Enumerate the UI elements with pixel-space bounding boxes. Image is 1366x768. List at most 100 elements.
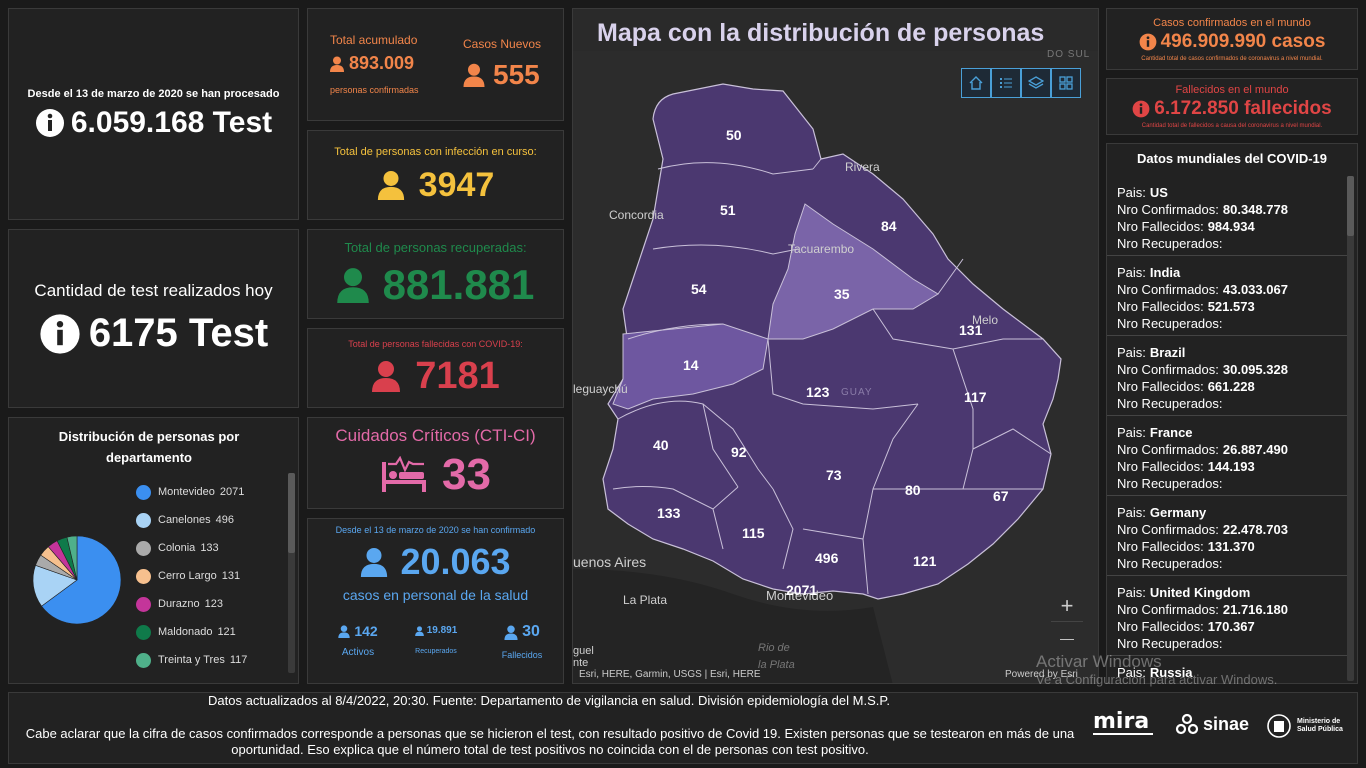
map-count-canelones[interactable]: 496: [815, 550, 839, 566]
basemap-button[interactable]: [1051, 68, 1081, 98]
pie-legend-item[interactable]: Maldonado 121: [136, 618, 276, 646]
pie-legend-item[interactable]: Cerro Largo 131: [136, 562, 276, 590]
recovered-panel: Total de personas recuperadas: 881.881: [307, 229, 564, 319]
country-field: Nro Fallecidos: 984.934: [1117, 218, 1341, 235]
country-field: Pais: France: [1117, 424, 1341, 441]
country-item[interactable]: Pais: India Nro Confirmados: 43.033.067 Nro …: [1107, 256, 1351, 336]
health-staff-sublabel: casos en personal de la salud: [342, 587, 529, 603]
map-canvas[interactable]: [573, 9, 1099, 684]
recovered-label: Total de personas recuperadas:: [344, 239, 527, 255]
map-count-tacuarembo[interactable]: 35: [834, 286, 850, 302]
world-data-scrollbar[interactable]: [1347, 176, 1354, 681]
active-value: 3947: [418, 165, 495, 204]
pie-legend-scrollbar[interactable]: [288, 473, 295, 673]
country-field: Pais: India: [1117, 264, 1341, 281]
legend-button[interactable]: [991, 68, 1021, 98]
country-field: Pais: United Kingdom: [1117, 584, 1341, 601]
zoom-in-button[interactable]: +: [1051, 590, 1083, 622]
country-field: Nro Confirmados: 80.348.778: [1117, 201, 1341, 218]
map-count-salto[interactable]: 51: [720, 202, 736, 218]
map-count-cerro-largo[interactable]: 131: [959, 322, 983, 338]
country-field-value: United Kingdom: [1149, 585, 1251, 600]
map-count-treinta-y-tres[interactable]: 117: [964, 389, 987, 405]
pie-slice[interactable]: [66, 535, 78, 581]
country-field: Pais: Brazil: [1117, 344, 1341, 361]
country-field-label: Nro Recuperados:: [1117, 556, 1223, 571]
map-count-lavalleja[interactable]: 80: [905, 482, 921, 498]
active-label: Total de personas con infección en curso…: [334, 145, 537, 158]
mira-logo: mira: [1093, 711, 1153, 735]
footer-panel: Datos actualizados al 8/4/2022, 20:30. F…: [8, 692, 1358, 764]
legend-label: Durazno: [158, 598, 200, 610]
map-powered[interactable]: Powered by Esri: [1005, 669, 1078, 680]
map-count-soriano[interactable]: 40: [653, 437, 669, 453]
map-count-durazno[interactable]: 123: [806, 384, 830, 400]
legend-value: 117: [229, 654, 248, 666]
country-field-value: 26.887.490: [1222, 442, 1288, 457]
pie-chart[interactable]: [27, 530, 127, 630]
country-field: Pais: US: [1117, 184, 1341, 201]
world-data-scroll-thumb[interactable]: [1347, 176, 1354, 236]
country-item[interactable]: Pais:RussiaNro Confirmados:17.707.591Nro…: [1107, 656, 1351, 683]
country-field-value: 521.573: [1207, 299, 1255, 314]
map-count-artigas[interactable]: 50: [726, 127, 742, 143]
country-field-value: 30.095.328: [1222, 362, 1288, 377]
pie-legend-item[interactable]: Canelones 496: [136, 506, 276, 534]
country-field-value: US: [1149, 185, 1168, 200]
country-field-label: Nro Recuperados:: [1117, 316, 1223, 331]
pie-legend-item[interactable]: Montevideo 2071: [136, 478, 276, 506]
layers-button[interactable]: [1021, 68, 1051, 98]
country-field-label: Nro Fallecidos:: [1117, 619, 1204, 634]
legend-swatch: [136, 540, 151, 556]
map-count-san-jose[interactable]: 115: [742, 525, 765, 541]
map-count-flores[interactable]: 92: [731, 444, 747, 460]
map-count-rio-negro[interactable]: 14: [683, 357, 699, 373]
pie-legend-item[interactable]: Durazno 123: [136, 590, 276, 618]
map-count-maldonado[interactable]: 121: [913, 553, 937, 569]
accumulated-value: 893.009: [349, 53, 415, 73]
country-field: Nro Recuperados:: [1117, 395, 1341, 412]
country-item[interactable]: Pais: US Nro Confirmados: 80.348.778 Nro Fal…: [1107, 176, 1351, 256]
country-field-label: Nro Fallecidos:: [1117, 539, 1204, 554]
tacuarembo-region[interactable]: [767, 203, 939, 340]
map-count-colonia[interactable]: 133: [657, 505, 681, 521]
country-field-value: India: [1149, 265, 1181, 280]
country-field: Nro Fallecidos: 170.367: [1117, 618, 1341, 635]
country-item[interactable]: Pais: Germany Nro Confirmados: 22.478.703 Nr…: [1107, 496, 1351, 576]
new-cases-value: 555: [493, 59, 540, 90]
pie-legend-item[interactable]: Colonia 133: [136, 534, 276, 562]
world-data-title: Datos mundiales del COVID-19: [1137, 151, 1327, 166]
map-count-paysandu[interactable]: 54: [691, 281, 707, 297]
map-count-rocha[interactable]: 67: [993, 488, 1009, 504]
pie-legend: Montevideo 2071 Canelones 496 Colonia 133 Cerr…: [136, 478, 276, 674]
map-panel[interactable]: Mapa con la distribución de personas DO …: [572, 8, 1099, 684]
country-field: Nro Recuperados:: [1117, 475, 1341, 492]
country-list[interactable]: Pais: US Nro Confirmados: 80.348.778 Nro Fal…: [1107, 176, 1351, 683]
pie-legend-scroll-thumb[interactable]: [288, 473, 295, 553]
person-icon: [372, 361, 401, 392]
critical-label: Cuidados Críticos (CTI-CI): [335, 426, 536, 445]
deceased-panel: Total de personas fallecidas con COVID-1…: [307, 328, 564, 408]
country-item[interactable]: Pais: Brazil Nro Confirmados: 30.095.328 Nro…: [1107, 336, 1351, 416]
country-field: Nro Fallecidos: 521.573: [1117, 298, 1341, 315]
country-field-value: France: [1149, 425, 1193, 440]
critical-panel: Cuidados Críticos (CTI-CI) 33: [307, 417, 564, 509]
pie-legend-item[interactable]: Treinta y Tres 117: [136, 646, 276, 674]
map-count-montevideo[interactable]: 2071: [786, 582, 818, 598]
rio-negro-region[interactable]: [612, 323, 769, 410]
country-field-value: 131.370: [1207, 539, 1255, 554]
map-count-rivera[interactable]: 84: [881, 218, 897, 234]
country-item[interactable]: Pais: United Kingdom Nro Confirmados: 21.71…: [1107, 576, 1351, 656]
home-button[interactable]: [961, 68, 991, 98]
pie-slice[interactable]: [41, 535, 122, 625]
country-field-label: Pais:: [1117, 505, 1146, 520]
zoom-out-button[interactable]: —: [1060, 630, 1074, 646]
grid-icon: [1059, 76, 1073, 90]
place-montevideo: Montevideo: [766, 588, 834, 603]
accumulated-label: Total acumulado: [330, 33, 418, 47]
country-item[interactable]: Pais: France Nro Confirmados: 26.887.490 Nro…: [1107, 416, 1351, 496]
country-field: Nro Recuperados:: [1117, 235, 1341, 252]
legend-value: 2071: [219, 486, 245, 498]
country-field-label: Nro Recuperados:: [1117, 636, 1223, 651]
map-count-florida[interactable]: 73: [826, 467, 842, 483]
